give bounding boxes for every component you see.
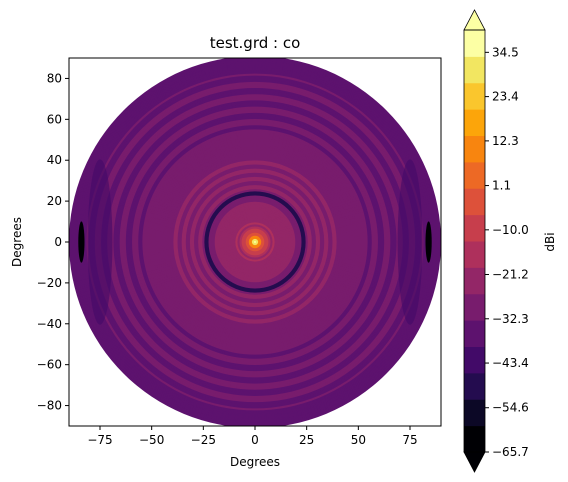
colorbar-segment <box>464 425 485 453</box>
colorbar-segment <box>464 188 485 216</box>
y-tick-label: 20 <box>47 194 62 208</box>
heatmap-layer <box>69 58 441 426</box>
colorbar-tick-label: 23.4 <box>492 90 519 104</box>
contour-band <box>78 221 85 263</box>
y-tick-label: −60 <box>37 358 62 372</box>
y-axis-label: Degrees <box>10 217 24 267</box>
colorbar-segment <box>464 214 485 242</box>
colorbar-tick-label: −10.0 <box>492 223 529 237</box>
colorbar-segment <box>464 30 485 57</box>
contour-band <box>253 240 257 244</box>
colorbar-segment <box>464 161 485 189</box>
colorbar-tick-label: −21.2 <box>492 268 529 282</box>
colorbar-extend-max <box>463 9 486 31</box>
colorbar-segment <box>464 267 485 295</box>
contour-band <box>425 221 432 263</box>
colorbar: −65.7 −54.6 −43.4 −32.3 −21.2 −10.0 1.1 12.3 23.… <box>463 9 529 473</box>
y-tick-label: 80 <box>47 71 62 85</box>
x-tick-label: −50 <box>139 433 164 447</box>
colorbar-label: dBi <box>543 232 557 251</box>
colorbar-tick-label: 1.1 <box>492 179 511 193</box>
colorbar-tick-label: −32.3 <box>492 312 529 326</box>
colorbar-tick-label: 34.5 <box>492 45 519 59</box>
colorbar-tick-label: −43.4 <box>492 356 529 370</box>
colorbar-tick-label: 12.3 <box>492 134 519 148</box>
colorbar-extend-min <box>463 451 486 473</box>
x-tick-label: 0 <box>251 433 259 447</box>
colorbar-segment <box>464 109 485 136</box>
colorbar-segment <box>464 82 485 110</box>
contour-band <box>87 159 113 325</box>
colorbar-tick-label: −54.6 <box>492 401 529 415</box>
colorbar-segment <box>464 320 485 347</box>
x-tick-label: 25 <box>299 433 314 447</box>
y-tick-label: −80 <box>37 399 62 413</box>
colorbar-segment <box>464 135 485 163</box>
y-tick-label: 0 <box>54 235 62 249</box>
y-tick-label: 60 <box>47 112 62 126</box>
colorbar-segment <box>464 293 485 321</box>
colorbar-segment <box>464 241 485 268</box>
colorbar-segment <box>464 346 485 374</box>
colorbar-segment <box>464 399 485 427</box>
x-tick-label: −25 <box>191 433 216 447</box>
x-tick-label: −75 <box>87 433 112 447</box>
y-tick-label: −40 <box>37 317 62 331</box>
contour-band <box>397 159 423 325</box>
y-axis: −80 −60 −40 −20 0 20 40 60 80 <box>37 71 69 413</box>
x-axis: −75 −50 −25 0 25 50 75 <box>87 426 418 447</box>
colorbar-tick-label: −65.7 <box>492 445 529 459</box>
y-tick-label: −20 <box>37 276 62 290</box>
chart-title: test.grd : co <box>210 34 301 52</box>
colorbar-frame <box>463 29 486 453</box>
x-axis-label: Degrees <box>230 455 280 469</box>
x-tick-label: 50 <box>351 433 366 447</box>
colorbar-segment <box>464 56 485 84</box>
y-tick-label: 40 <box>47 153 62 167</box>
colorbar-segment <box>464 372 485 400</box>
x-tick-label: 75 <box>402 433 417 447</box>
